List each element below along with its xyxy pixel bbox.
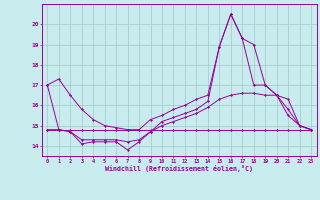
X-axis label: Windchill (Refroidissement éolien,°C): Windchill (Refroidissement éolien,°C) xyxy=(105,165,253,172)
